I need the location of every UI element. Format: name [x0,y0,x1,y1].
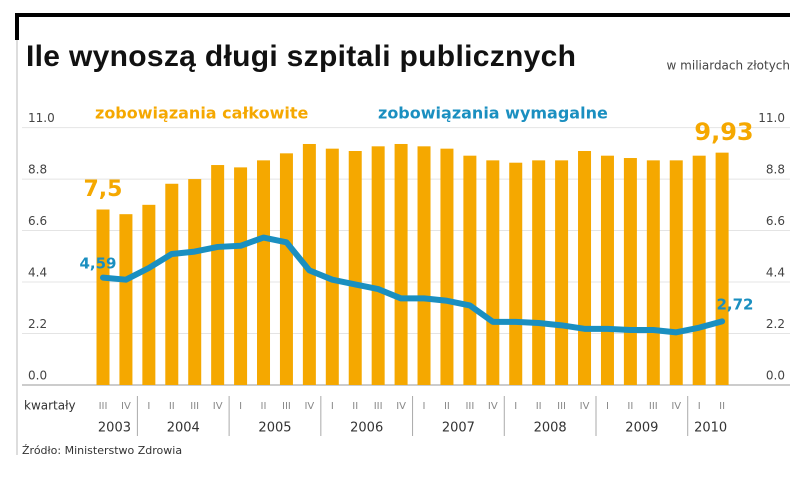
x-tick-label: I [698,401,701,412]
chart-title: Ile wynoszą długi szpitali publicznych [26,40,576,73]
x-tick-label: II [719,401,725,412]
y2-tick-label: 6.6 [766,214,785,228]
bar [165,183,179,385]
x-tick-label: IV [213,401,223,412]
year-label: 2003 [98,421,131,436]
year-label: 2009 [625,421,658,436]
value-label: 4,59 [79,255,116,273]
y2-tick-label: 2.2 [766,317,785,331]
bar [532,160,546,385]
bar [600,155,614,385]
bar [623,158,637,385]
x-tick-label: III [649,401,658,412]
bar [348,151,362,385]
bar [257,160,271,385]
x-tick-label: IV [121,401,131,412]
year-label: 2004 [167,421,200,436]
x-tick-label: IV [488,401,498,412]
year-label: 2007 [442,421,475,436]
y-tick-label: 11.0 [28,111,55,125]
bar [142,204,156,385]
year-label: 2006 [350,421,383,436]
bar [325,148,339,385]
bar [234,167,248,385]
subtitle: w miliardach złotych [667,59,790,73]
bar [188,179,202,385]
y2-tick-label: 11.0 [758,111,785,125]
bar [394,143,408,385]
x-tick-label: IV [580,401,590,412]
line [100,234,726,336]
x-tick-label: I [514,401,517,412]
bar [578,151,592,385]
legend-label: zobowiązania całkowite [95,104,309,123]
bar [646,160,660,385]
x-tick-label: II [169,401,175,412]
x-tick-label: III [99,401,108,412]
bar [692,155,706,385]
bar [669,160,683,385]
y-tick-label: 6.6 [28,214,47,228]
x-tick-label: I [606,401,609,412]
bar [417,146,431,385]
x-tick-label: II [352,401,358,412]
y-tick-label: 2.2 [28,317,47,331]
x-tick-label: I [331,401,334,412]
x-axis-label: kwartały [24,399,76,413]
bar [371,146,385,385]
bar [211,165,225,385]
y-tick-label: 8.8 [28,163,47,177]
y2-tick-label: 4.4 [766,266,785,280]
year-label: 2010 [694,421,727,436]
y-tick-label: 4.4 [28,266,47,280]
year-label: 2008 [534,421,567,436]
x-tick-label: IV [396,401,406,412]
value-label: 2,72 [716,296,753,314]
frame [15,13,790,40]
x-tick-label: III [190,401,199,412]
bar [715,152,729,385]
bar [440,148,454,385]
x-tick-label: IV [304,401,314,412]
x-tick-label: II [444,401,450,412]
x-tick-label: I [147,401,150,412]
y2-tick-label: 0.0 [766,369,785,383]
value-label: 7,5 [84,177,123,202]
bar [96,209,110,385]
year-label: 2005 [258,421,291,436]
bar [119,214,133,385]
legend-label: zobowiązania wymagalne [378,104,608,123]
x-tick-label: II [627,401,633,412]
x-tick-label: III [282,401,291,412]
x-tick-label: III [557,401,566,412]
x-tick-label: III [465,401,474,412]
bar [509,162,523,385]
x-tick-label: II [536,401,542,412]
x-tick-label: III [374,401,383,412]
source: Źródło: Ministerstwo Zdrowia [22,444,182,457]
x-tick-label: II [261,401,267,412]
value-label: 9,93 [694,118,753,146]
bar [302,143,316,385]
bar [279,153,293,385]
bar [555,160,569,385]
x-tick-label: I [239,401,242,412]
bar [486,160,500,385]
bar [463,155,477,385]
x-tick-label: IV [671,401,681,412]
y-tick-label: 0.0 [28,369,47,383]
x-tick-label: I [423,401,426,412]
y2-tick-label: 8.8 [766,163,785,177]
